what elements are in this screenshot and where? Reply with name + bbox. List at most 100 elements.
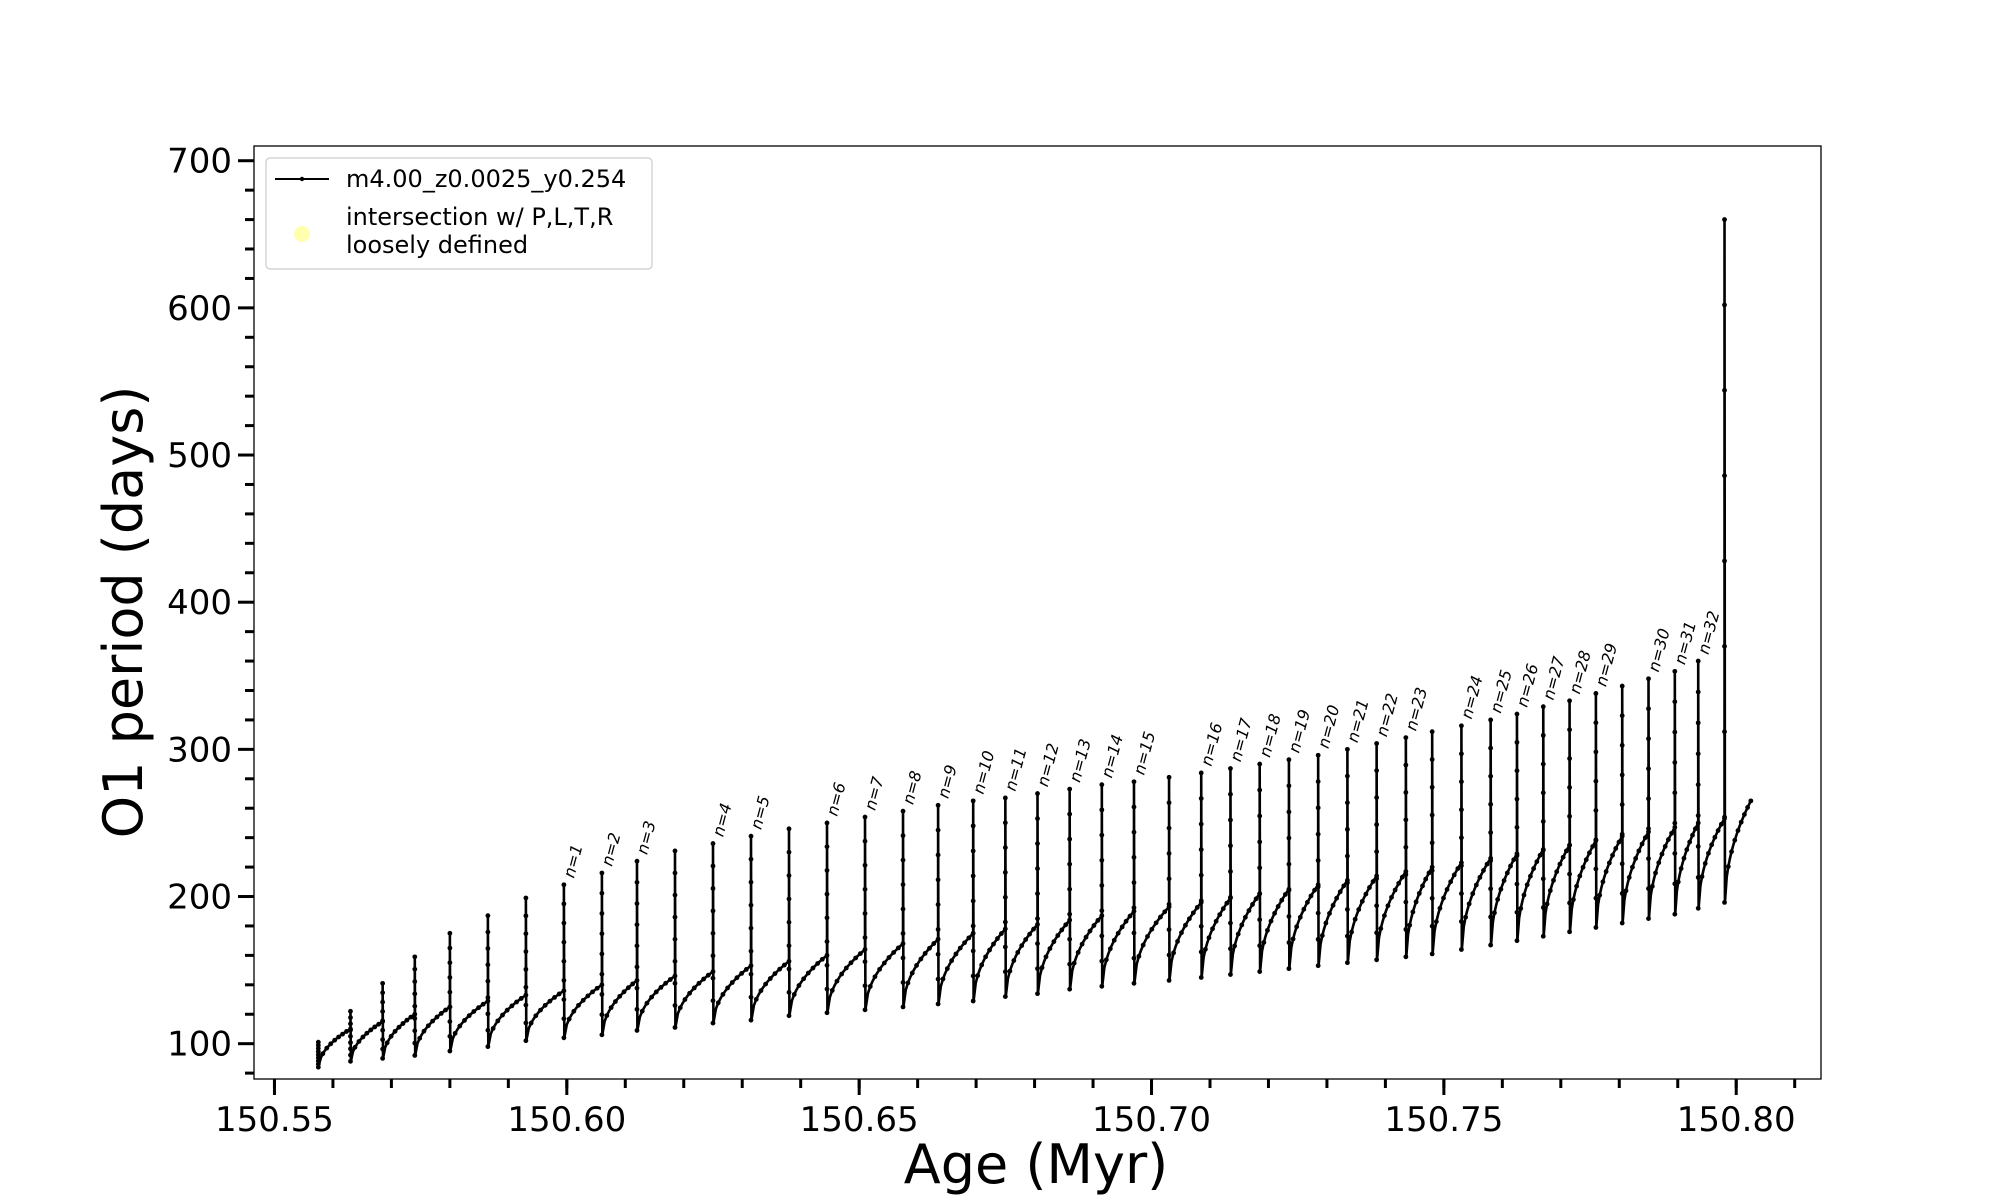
series-point <box>748 902 754 908</box>
series-point <box>1067 917 1073 923</box>
series-point <box>857 951 863 956</box>
series-point <box>701 976 707 982</box>
series-point <box>447 1048 453 1054</box>
series-point <box>533 1013 539 1019</box>
series-point <box>1210 926 1215 932</box>
series-point <box>935 976 941 982</box>
legend-intersection-label-line2: loosely defined <box>346 231 528 259</box>
series-point <box>1198 821 1204 827</box>
series-point <box>862 814 868 820</box>
series-point <box>748 1017 754 1023</box>
series-point <box>1459 807 1464 813</box>
series-point <box>1095 918 1101 923</box>
series-point <box>1131 829 1137 835</box>
series-point <box>634 901 640 906</box>
series-point <box>447 945 453 951</box>
series-point <box>1315 936 1321 942</box>
series-point <box>672 936 678 942</box>
series-point <box>970 930 976 936</box>
series-point <box>1131 779 1137 785</box>
series-point <box>412 966 418 972</box>
series-point <box>872 974 878 980</box>
series-point <box>922 950 928 956</box>
series-point <box>380 980 386 986</box>
series-point <box>1290 936 1296 942</box>
series-point <box>839 971 845 977</box>
pulse-label: n=23 <box>1401 685 1431 732</box>
series-point <box>672 870 678 876</box>
series-point <box>1709 842 1715 848</box>
y-axis-title: O1 period (days) <box>92 386 155 839</box>
series-point <box>914 963 919 968</box>
series-point <box>604 1013 610 1018</box>
series-point <box>1619 802 1625 807</box>
series-point <box>1374 876 1380 882</box>
series-point <box>1183 922 1188 928</box>
series-point <box>1540 905 1546 910</box>
series-point <box>1606 860 1612 866</box>
series-point <box>1158 914 1163 920</box>
series-point <box>786 1013 792 1019</box>
series-point <box>538 1007 543 1013</box>
series-point <box>710 975 716 981</box>
series-point <box>1232 943 1238 949</box>
series-point <box>485 1044 491 1050</box>
series-point <box>1498 886 1504 892</box>
series-point <box>1099 782 1105 788</box>
series-point <box>1659 851 1665 857</box>
series-point <box>1035 966 1040 972</box>
series-point <box>710 886 716 891</box>
series-point <box>991 941 996 947</box>
series-point <box>791 991 797 997</box>
series-point <box>634 943 640 949</box>
series-point <box>1286 887 1292 893</box>
series-point <box>634 964 640 970</box>
series-point <box>957 945 963 951</box>
series-point <box>617 993 623 999</box>
series-point <box>1738 819 1744 825</box>
pulse-label: n=2 <box>597 831 624 869</box>
series-point <box>1035 922 1040 927</box>
series-point <box>1706 850 1711 856</box>
series-point <box>1327 911 1332 916</box>
series-point <box>1403 762 1409 768</box>
series-point <box>1257 943 1263 949</box>
series-point <box>599 890 605 896</box>
series-point <box>1027 931 1033 937</box>
series-point <box>1257 761 1263 767</box>
series-point <box>1423 876 1429 882</box>
series-point <box>734 975 740 981</box>
series-point <box>348 1033 353 1039</box>
series-point <box>1429 784 1435 790</box>
series-point <box>1429 868 1435 873</box>
series-point <box>935 927 941 932</box>
series-point <box>1374 795 1380 800</box>
series-point <box>862 983 868 989</box>
series-point <box>672 892 678 898</box>
series-point <box>412 1053 418 1058</box>
series-point <box>1684 847 1690 853</box>
legend-series-marker <box>299 176 305 182</box>
series-point <box>1429 729 1435 735</box>
series-point <box>1646 736 1651 742</box>
series-point <box>663 980 669 986</box>
series-point <box>1567 842 1572 848</box>
series-point <box>599 982 605 988</box>
series-point <box>687 990 692 996</box>
series-point <box>421 1028 427 1034</box>
series-point <box>1286 940 1292 945</box>
series-point <box>881 960 887 966</box>
series-point <box>720 991 726 997</box>
series-point <box>918 956 924 962</box>
series-point <box>1079 941 1085 947</box>
series-point <box>1695 813 1701 818</box>
series-point <box>1294 924 1300 930</box>
series-point <box>1636 848 1642 854</box>
series-point <box>1381 913 1387 919</box>
series-point <box>1619 742 1625 748</box>
series-point <box>447 960 453 966</box>
series-point <box>1378 926 1384 931</box>
series-point <box>1593 895 1599 901</box>
pulse-label: n=14 <box>1097 732 1127 779</box>
series-point <box>748 833 754 839</box>
